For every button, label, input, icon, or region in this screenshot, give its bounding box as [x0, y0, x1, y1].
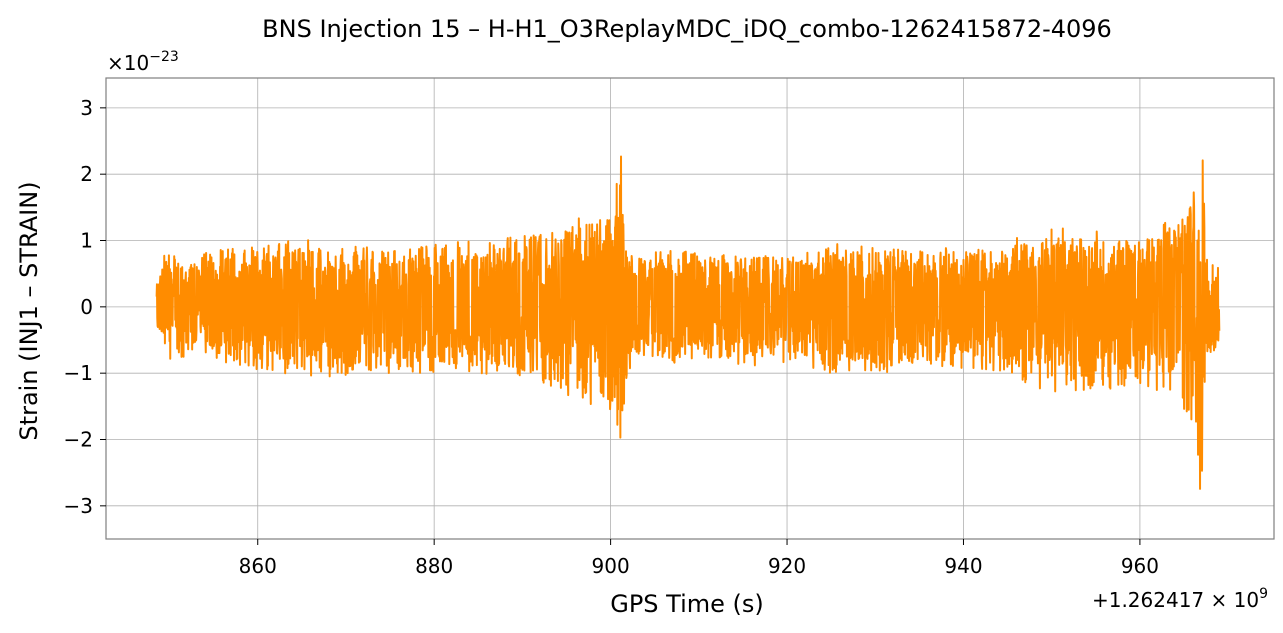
y-multiplier: ×10−23 [107, 49, 179, 75]
x-offset-base: +1.262417 × 10 [1092, 588, 1259, 612]
y-tick-label: −1 [64, 361, 93, 385]
x-tick-label: 860 [239, 554, 277, 578]
x-tick-label: 900 [592, 554, 630, 578]
x-tick-label: 940 [944, 554, 982, 578]
y-multiplier-base: ×10 [107, 51, 149, 75]
strain-series-line [155, 155, 1221, 490]
x-axis-label: GPS Time (s) [610, 590, 764, 618]
y-tick-label: −3 [64, 494, 93, 518]
x-offset: +1.262417 × 109 [1092, 586, 1268, 612]
x-tick-label: 960 [1121, 554, 1159, 578]
y-multiplier-exponent: −23 [149, 49, 179, 65]
plot-frame [105, 77, 1275, 540]
y-axis: 3 2 1 0 −1 −2 −3 [64, 96, 106, 518]
y-tick-label: 0 [80, 295, 93, 319]
x-tick-label: 920 [768, 554, 806, 578]
y-axis-label: Strain (INJ1 – STRAIN) [15, 181, 43, 440]
chart-title: BNS Injection 15 – H-H1_O3ReplayMDC_iDQ_… [262, 15, 1112, 43]
y-tick-label: 3 [80, 96, 93, 120]
y-tick-label: 2 [80, 162, 93, 186]
x-offset-exponent: 9 [1259, 586, 1268, 602]
x-axis: 860 880 900 920 940 960 [239, 539, 1159, 578]
y-tick-label: −2 [64, 428, 93, 452]
x-tick-label: 880 [415, 554, 453, 578]
y-tick-label: 1 [80, 229, 93, 253]
plot-series [155, 155, 1221, 490]
